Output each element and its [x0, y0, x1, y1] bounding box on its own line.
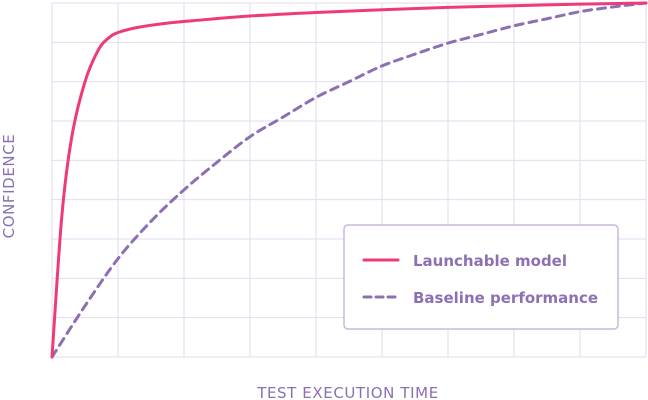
- legend-label-baseline-performance: Baseline performance: [413, 289, 598, 307]
- y-axis-label: CONFIDENCE: [0, 134, 18, 239]
- series-line-launchable-model: [50, 1, 648, 359]
- legend-box: [343, 224, 619, 330]
- x-axis-label: TEST EXECUTION TIME: [256, 384, 439, 400]
- series-layer: [50, 1, 648, 359]
- legend-label-launchable-model: Launchable model: [413, 252, 567, 270]
- series-line-baseline-performance: [50, 1, 648, 359]
- legend: Launchable model Baseline performance: [343, 224, 619, 330]
